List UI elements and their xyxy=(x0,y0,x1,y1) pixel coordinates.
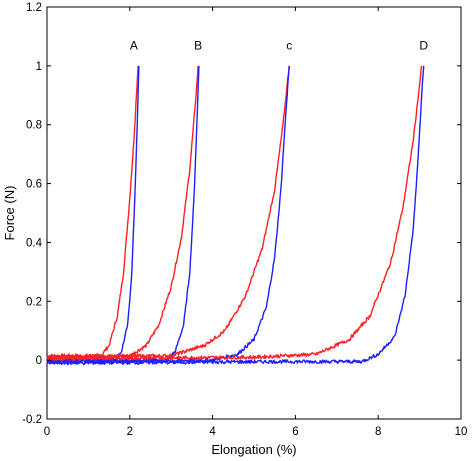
curve-label: D xyxy=(419,38,428,52)
y-tick-label: 1.2 xyxy=(26,2,42,14)
curve-label: A xyxy=(130,38,138,52)
x-tick-label: 0 xyxy=(44,426,50,438)
x-tick-label: 8 xyxy=(375,426,381,438)
y-tick-label: 1 xyxy=(36,61,42,73)
series-line-4-red xyxy=(46,65,290,360)
plot-area xyxy=(46,6,462,420)
x-tick-label: 2 xyxy=(127,426,133,438)
x-axis-title: Elongation (%) xyxy=(211,442,296,457)
y-tick-label: 0.2 xyxy=(26,296,42,308)
y-tick-label: 0.4 xyxy=(26,237,43,249)
x-tick-label: 4 xyxy=(209,426,216,438)
y-axis-title: Force (N) xyxy=(2,186,17,241)
series-line-7-blue xyxy=(46,65,425,366)
series-layer xyxy=(46,65,425,366)
y-tick-label: 0.6 xyxy=(26,179,42,191)
series-line-6-red xyxy=(46,65,423,361)
ticks-layer: 0 2 4 6 8 10-0.200.20.40.60.811.2 xyxy=(22,2,467,438)
x-tick-label: 6 xyxy=(292,426,298,438)
x-tick-label: 10 xyxy=(455,426,468,438)
y-tick-label: 0 xyxy=(36,355,42,367)
y-tick-label: 0.8 xyxy=(26,120,42,132)
curve-label: c xyxy=(286,38,292,52)
y-tick-label: -0.2 xyxy=(22,414,42,426)
curve-label: B xyxy=(194,38,202,52)
